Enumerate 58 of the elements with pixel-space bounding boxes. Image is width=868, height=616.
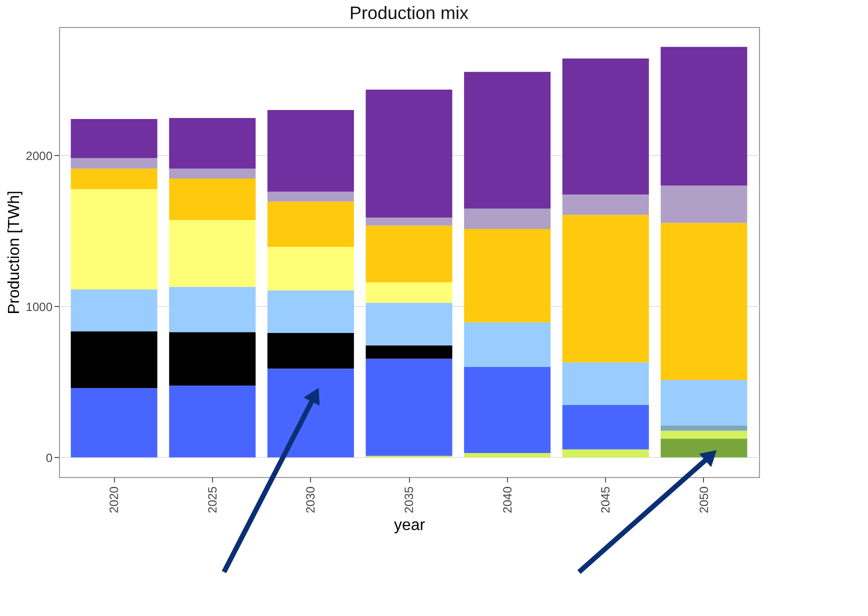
y-tick-label: 0 xyxy=(46,450,53,465)
bar xyxy=(562,449,649,458)
bar xyxy=(464,208,551,230)
bar xyxy=(267,246,354,290)
bar xyxy=(660,425,748,431)
y-tick-label: 1000 xyxy=(26,300,53,314)
x-tick-label: 2040 xyxy=(500,486,514,514)
x-tick-label: 2020 xyxy=(107,486,122,514)
bar xyxy=(169,286,256,332)
bar xyxy=(169,118,256,169)
bar xyxy=(366,218,452,226)
bar xyxy=(660,186,748,223)
bar xyxy=(660,46,748,186)
bar xyxy=(464,366,551,453)
bar xyxy=(267,332,354,369)
bar xyxy=(267,192,354,202)
bar xyxy=(366,226,452,282)
y-tick-label: 2000 xyxy=(26,148,53,163)
bar xyxy=(267,290,354,333)
bar xyxy=(464,229,551,322)
bar xyxy=(70,331,158,388)
bar xyxy=(169,168,256,178)
bar xyxy=(70,289,158,332)
bar xyxy=(70,168,158,190)
bar xyxy=(267,202,354,247)
bar xyxy=(366,345,452,359)
x-axis-title: year xyxy=(394,517,426,534)
bar xyxy=(464,72,551,209)
bar xyxy=(660,438,748,458)
bar xyxy=(562,194,649,215)
bar xyxy=(660,430,748,439)
bar xyxy=(660,380,748,426)
bar xyxy=(70,118,158,158)
bar xyxy=(660,222,748,380)
x-tick-label: 2030 xyxy=(304,486,318,514)
bar xyxy=(464,322,551,367)
bar xyxy=(169,332,256,386)
bar xyxy=(70,189,158,290)
bar xyxy=(464,452,551,458)
bar xyxy=(267,110,354,192)
bar xyxy=(366,358,452,456)
bar xyxy=(562,404,649,450)
y-axis-title: Production [TWh] xyxy=(6,190,23,314)
x-tick-label: 2050 xyxy=(696,486,711,514)
bar xyxy=(562,214,649,362)
x-tick-label: 2035 xyxy=(402,486,416,514)
x-tick-label: 2045 xyxy=(598,486,613,514)
bar xyxy=(70,158,158,169)
bar xyxy=(366,90,452,218)
bar xyxy=(169,220,256,287)
bar xyxy=(366,282,452,303)
bar xyxy=(562,362,649,405)
bar xyxy=(366,302,452,346)
bar xyxy=(562,58,649,194)
bar xyxy=(70,388,158,458)
x-tick-label: 2025 xyxy=(205,486,220,514)
bar xyxy=(169,178,256,220)
chart-title: Production mix xyxy=(349,3,469,23)
